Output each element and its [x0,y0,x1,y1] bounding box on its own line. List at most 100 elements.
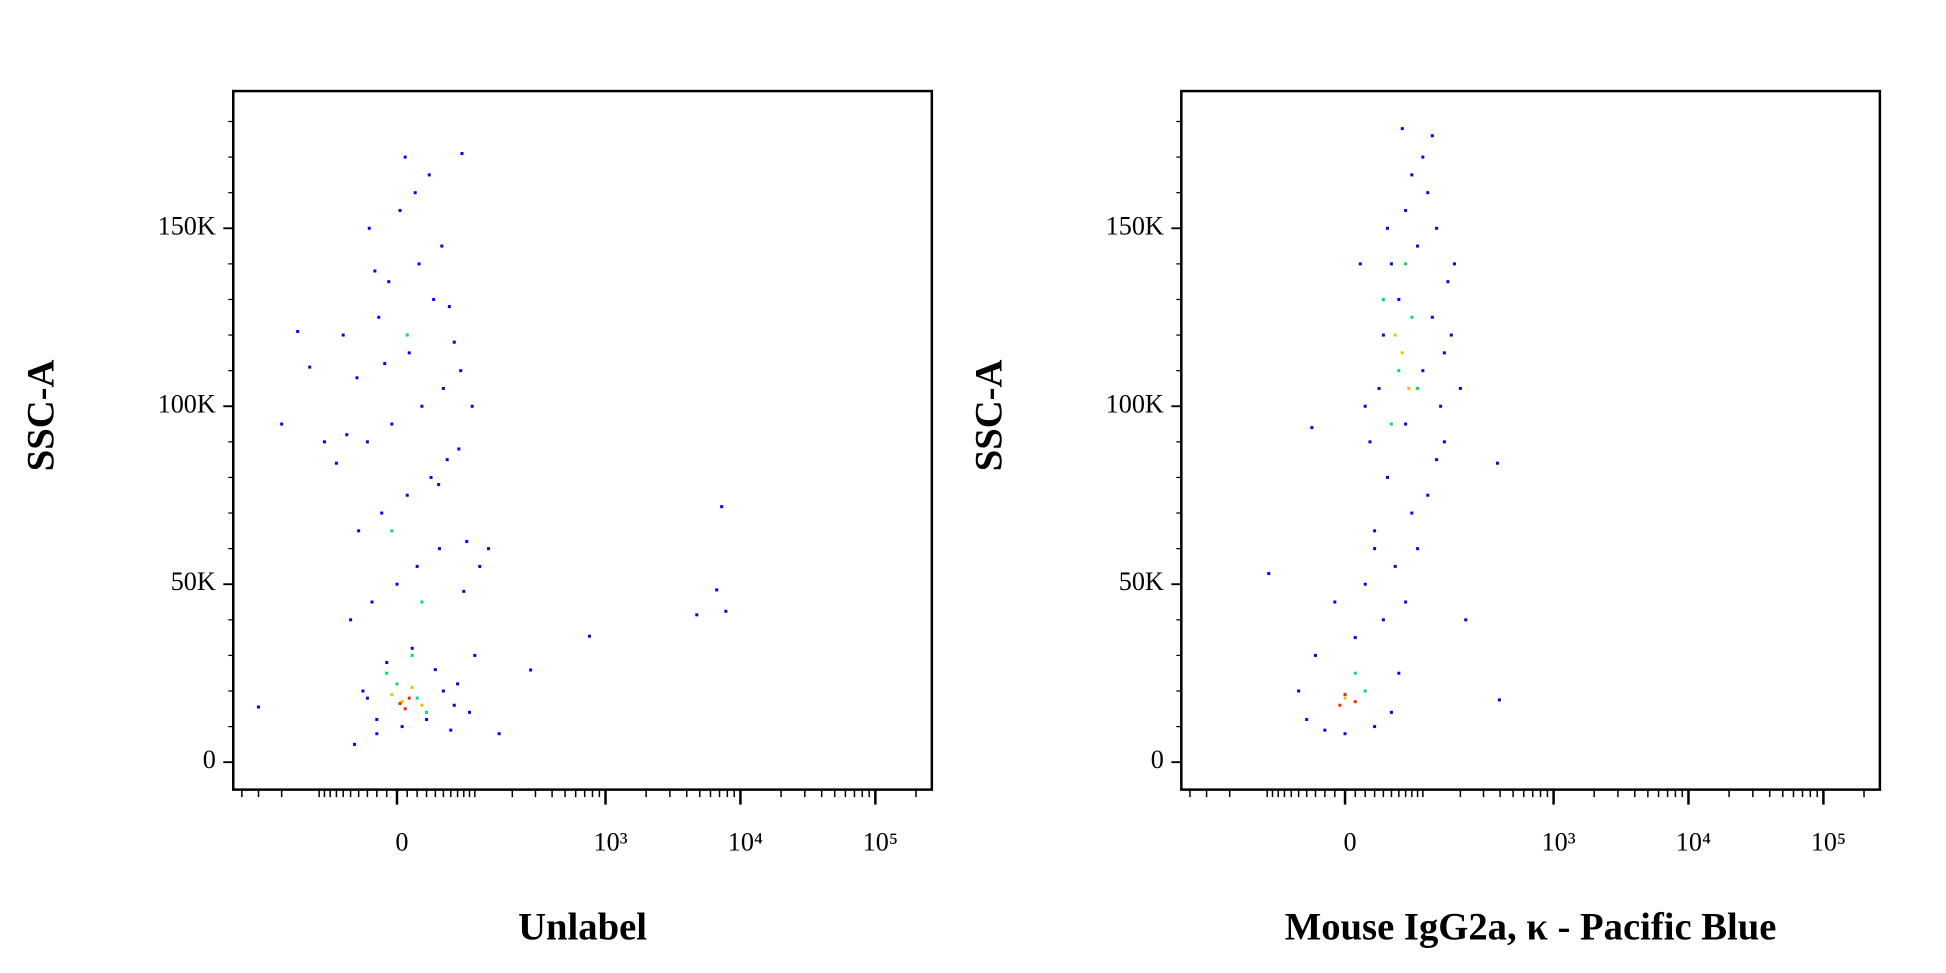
event-dot [1373,529,1377,533]
event-dot [377,315,381,319]
event-dot [432,297,436,301]
event-dot [1439,404,1443,408]
event-dot [420,404,424,408]
x-tick-label: 10³ [594,828,628,857]
event-dot [1368,440,1372,444]
event-dot [440,244,444,248]
event-dot [470,404,474,408]
event-dot [1363,404,1367,408]
event-dot [425,710,429,714]
event-dot [410,685,414,689]
event-dot [1297,689,1301,693]
event-dot [1404,262,1408,266]
plot-frame [232,89,934,791]
event-dot [1333,600,1337,604]
event-dot [1353,636,1357,640]
event-dot [1404,208,1408,212]
event-dot [1363,689,1367,693]
event-dot [1381,333,1385,337]
event-dot [1442,351,1446,355]
event-dot [1446,280,1450,284]
event-dot [395,582,399,586]
event-dot [720,505,724,509]
event-dot [1389,422,1393,426]
event-dot [429,475,433,479]
event-dot [341,333,345,337]
event-dot [385,671,389,675]
event-dot [478,564,482,568]
event-dot [395,682,399,686]
event-dot [1435,226,1439,230]
event-dot [1389,262,1393,266]
y-axis-title: SSC-A [21,359,63,471]
x-tick-label: 10⁴ [1676,828,1711,857]
event-dot [410,653,414,657]
event-dot [1385,475,1389,479]
event-dot [410,646,414,650]
event-dot [365,440,369,444]
event-dot [1338,703,1342,707]
event-dot [420,600,424,604]
event-dot [1464,618,1468,622]
event-dot [1305,717,1309,721]
event-dot [417,262,421,266]
event-dot [1421,155,1425,159]
event-dot [1389,710,1393,714]
y-tick-label: 0 [203,745,216,774]
event-dot [400,725,404,729]
event-dot [383,362,387,366]
event-dot [1458,386,1462,390]
event-dot [441,689,445,693]
event-dot [375,717,379,721]
plot-frame [1180,89,1882,791]
event-dot [280,422,284,426]
event-dot [400,700,404,704]
event-dot [407,351,411,355]
x-axis-title: Mouse IgG2a, κ - Pacific Blue [1285,906,1777,948]
y-tick-label: 100K [1106,389,1164,418]
event-dot [1452,262,1456,266]
event-dot [355,376,359,380]
event-dot [1397,369,1401,373]
y-tick-label: 150K [158,211,216,240]
event-dot [1397,671,1401,675]
y-tick-label: 100K [158,389,216,418]
event-dot [367,226,371,230]
event-dot [1410,315,1414,319]
event-dot [1323,728,1327,732]
x-tick-label: 0 [395,828,408,857]
event-dot [1353,700,1357,704]
y-tick-label: 150K [1106,211,1164,240]
event-dot [1353,671,1357,675]
event-dot [349,618,353,622]
event-dot [459,369,463,373]
event-dot [345,433,349,437]
event-dot [1435,458,1439,462]
event-dot [441,386,445,390]
event-dot [1442,440,1446,444]
event-dot [456,682,460,686]
event-dot [403,707,407,711]
event-dot [1343,693,1347,697]
event-dot [1426,493,1430,497]
event-dot [1449,333,1453,337]
event-dot [322,440,326,444]
event-dot [497,732,501,736]
event-dot [1416,244,1420,248]
event-dot [365,696,369,700]
event-dot [361,689,365,693]
event-dot [457,447,461,451]
event-dot [1373,725,1377,729]
event-dot [1377,386,1381,390]
event-dot [370,600,374,604]
event-dot [403,155,407,159]
event-dot [473,653,477,657]
event-dot [1400,351,1404,355]
x-axis-title: Unlabel [518,906,647,948]
event-dot [380,511,384,515]
event-dot [1407,386,1411,390]
event-dot [487,547,491,551]
event-dot [1497,698,1501,702]
plot: 0 50K 100K 150K 0 10³ 10⁴ 10⁵ Mouse IgG2a, κ - P… [969,89,1882,948]
